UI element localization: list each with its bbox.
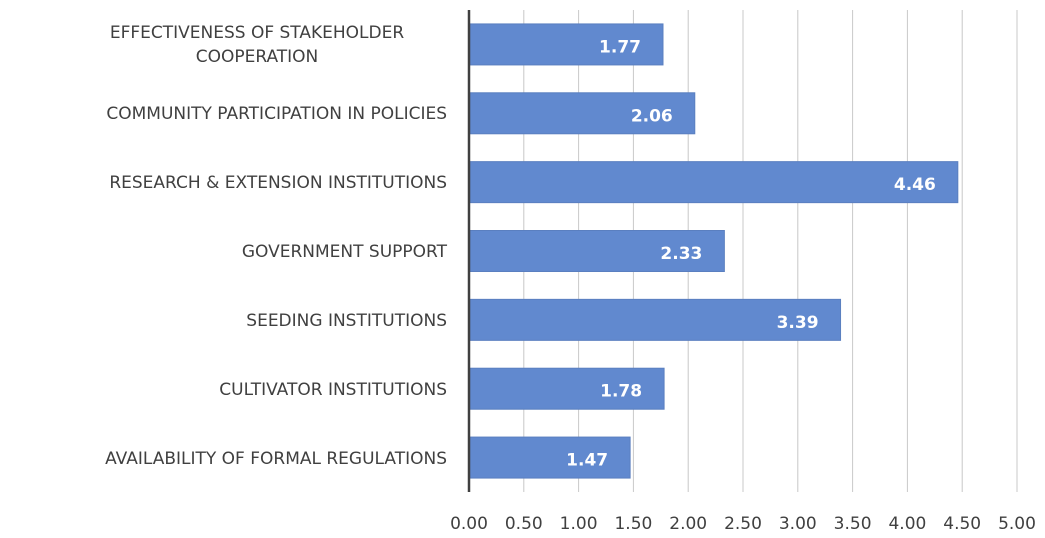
y-tick-label: RESEARCH & EXTENSION INSTITUTIONS xyxy=(109,173,447,194)
value-label: 1.47 xyxy=(566,451,608,471)
bar xyxy=(468,436,631,479)
value-label: 2.06 xyxy=(631,106,673,126)
x-tick-label: 0.00 xyxy=(450,514,488,534)
bar xyxy=(468,298,842,341)
x-tick-label: 4.50 xyxy=(943,514,981,534)
y-tick-label: AVAILABILITY OF FORMAL REGULATIONS xyxy=(105,448,447,469)
y-tick-label-box: CULTIVATOR INSTITUTIONS xyxy=(7,378,447,402)
y-tick-label: CULTIVATOR INSTITUTIONS xyxy=(219,379,447,400)
x-tick-label: 1.00 xyxy=(560,514,598,534)
value-label: 3.39 xyxy=(777,313,819,333)
x-tick-label: 4.00 xyxy=(888,514,926,534)
y-tick-label-box: COMMUNITY PARTICIPATION IN POLICIES xyxy=(7,102,447,126)
x-tick-label: 5.00 xyxy=(998,514,1036,534)
y-tick-label-box: GOVERNMENT SUPPORT xyxy=(7,240,447,264)
y-tick-label: GOVERNMENT SUPPORT xyxy=(241,242,447,262)
x-tick-label: 0.50 xyxy=(505,514,543,534)
bar xyxy=(468,92,696,135)
value-label: 4.46 xyxy=(894,175,936,195)
bar xyxy=(468,230,725,272)
y-tick-label-box: RESEARCH & EXTENSION INSTITUTIONS xyxy=(7,171,447,195)
y-tick-label-box: AVAILABILITY OF FORMAL REGULATIONS xyxy=(7,447,447,471)
x-tick-label: 2.00 xyxy=(669,514,707,534)
value-label: 1.77 xyxy=(599,37,641,57)
x-tick-label: 3.00 xyxy=(779,514,817,534)
x-tick-label: 3.50 xyxy=(834,514,872,534)
y-tick-label-box: EFFECTIVENESS OF STAKEHOLDER COOPERATION xyxy=(7,21,447,69)
bar xyxy=(468,23,664,66)
y-tick-label: SEEDING INSTITUTIONS xyxy=(246,310,447,331)
x-tick-label: 2.50 xyxy=(724,514,762,534)
x-tick-label: 1.50 xyxy=(614,514,652,534)
bar xyxy=(468,367,665,410)
y-tick-label-box: SEEDING INSTITUTIONS xyxy=(7,309,447,333)
value-label: 1.78 xyxy=(600,382,642,402)
value-label: 2.33 xyxy=(660,244,702,264)
y-tick-label: COMMUNITY PARTICIPATION IN POLICIES xyxy=(106,104,447,125)
y-tick-label: EFFECTIVENESS OF STAKEHOLDER COOPERATION xyxy=(109,23,405,68)
bar xyxy=(468,161,959,204)
